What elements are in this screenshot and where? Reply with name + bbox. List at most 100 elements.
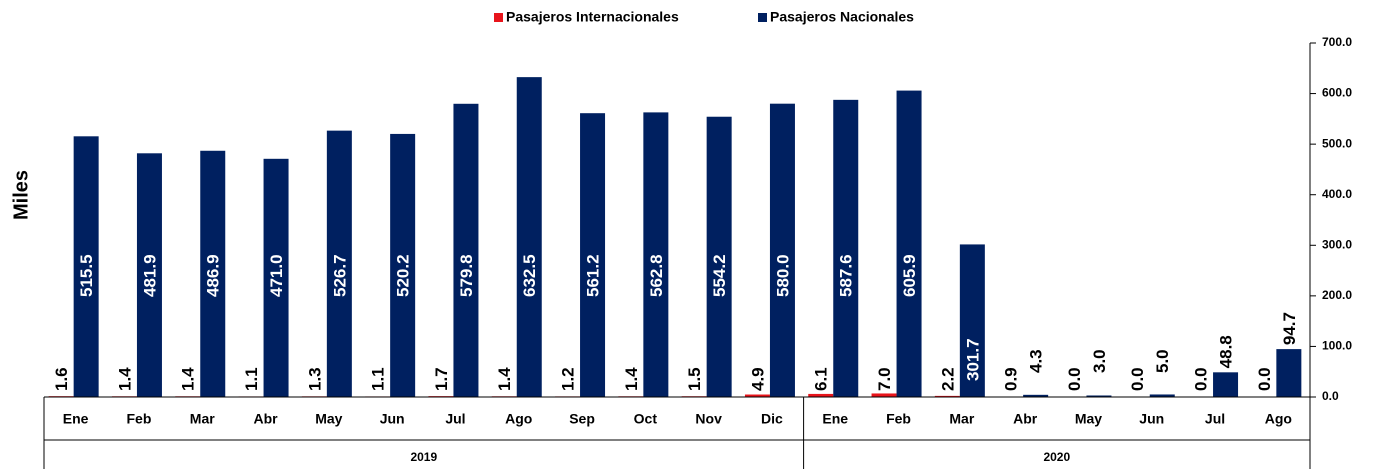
data-label: 579.8 [457,254,476,297]
data-label: 3.0 [1090,349,1109,373]
data-label: 7.0 [875,367,894,391]
data-label: 1.7 [432,367,451,391]
bar [744,394,770,397]
data-label: 1.1 [369,367,388,391]
bar [896,90,922,398]
bar [833,99,859,397]
data-label: 1.5 [685,367,704,391]
y-tick-label: 100.0 [1322,339,1352,353]
data-label: 0.0 [1255,367,1274,391]
bar [1086,395,1112,397]
data-label: 520.2 [394,254,413,297]
bar [808,393,834,397]
y-tick-label: 600.0 [1322,86,1352,100]
group-label: 2020 [1043,450,1070,464]
data-label: 0.0 [1192,367,1211,391]
y-tick-label: 700.0 [1322,35,1352,49]
legend-label: Pasajeros Internacionales [506,9,679,25]
x-tick-label: Ago [1265,411,1292,427]
bar [1276,349,1302,397]
legend-label: Pasajeros Nacionales [770,9,914,25]
x-tick-label: Jul [1205,411,1225,427]
x-tick-label: Ago [505,411,532,427]
data-label: 587.6 [837,254,856,297]
x-tick-label: Jun [380,411,405,427]
x-tick-label: Abr [253,411,278,427]
bar [453,103,479,397]
data-label: 0.9 [1002,367,1021,391]
data-label: 1.2 [559,367,578,391]
x-tick-label: Ene [63,411,89,427]
x-tick-label: Abr [1013,411,1038,427]
x-tick-label: Ene [822,411,848,427]
x-tick-label: May [315,411,342,427]
data-label: 0.0 [1065,367,1084,391]
data-label: 562.8 [647,254,666,297]
data-label: 1.4 [115,367,134,391]
data-label: 561.2 [584,254,603,297]
x-tick-label: Feb [127,411,152,427]
data-label: 1.3 [305,367,324,391]
bar [390,133,416,397]
bar [871,393,897,397]
data-label: 471.0 [267,254,286,297]
bar [73,136,99,397]
y-tick-label: 500.0 [1322,136,1352,150]
data-label: 301.7 [963,338,982,381]
legend-swatch [758,13,767,22]
x-tick-label: Jul [445,411,465,427]
data-label: 554.2 [710,254,729,297]
data-label: 515.5 [77,254,96,297]
bar [769,103,795,397]
data-label: 632.5 [520,254,539,297]
bar [1023,394,1049,397]
data-label: 1.6 [52,367,71,391]
data-label: 481.9 [140,254,159,297]
data-label: 6.1 [812,367,831,391]
data-label: 1.1 [242,367,261,391]
y-tick-label: 300.0 [1322,237,1352,251]
data-label: 0.0 [1128,367,1147,391]
y-tick-label: 400.0 [1322,187,1352,201]
bar [934,395,960,397]
data-label: 5.0 [1153,349,1172,373]
data-label: 486.9 [204,254,223,297]
data-label: 94.7 [1280,312,1299,345]
bar [516,77,542,397]
bar [326,130,352,397]
data-label: 4.9 [748,367,767,391]
data-label: 4.3 [1027,349,1046,373]
y-tick-label: 200.0 [1322,288,1352,302]
bar [1149,394,1175,397]
bar [959,244,985,397]
data-label: 580.0 [773,254,792,297]
x-tick-label: Mar [190,411,215,427]
group-label: 2019 [410,450,437,464]
y-tick-label: 0.0 [1322,389,1339,403]
x-tick-label: Mar [949,411,974,427]
bar [263,158,289,397]
x-tick-label: Nov [695,411,722,427]
bar [643,112,669,397]
data-label: 1.4 [622,367,641,391]
bar [136,153,162,397]
data-label: 605.9 [900,254,919,297]
bar [200,150,226,397]
bar [580,113,606,397]
x-tick-label: Sep [569,411,595,427]
data-label: 2.2 [938,367,957,391]
x-tick-label: May [1075,411,1102,427]
bar [706,116,732,397]
data-label: 526.7 [330,254,349,297]
y-axis-label: Miles [10,170,32,220]
data-label: 48.8 [1217,335,1236,368]
x-tick-label: Jun [1139,411,1164,427]
data-label: 1.4 [495,367,514,391]
x-tick-label: Oct [634,411,658,427]
legend-swatch [494,13,503,22]
x-tick-label: Dic [761,411,783,427]
x-tick-label: Feb [886,411,911,427]
bar [1213,372,1239,397]
data-label: 1.4 [179,367,198,391]
